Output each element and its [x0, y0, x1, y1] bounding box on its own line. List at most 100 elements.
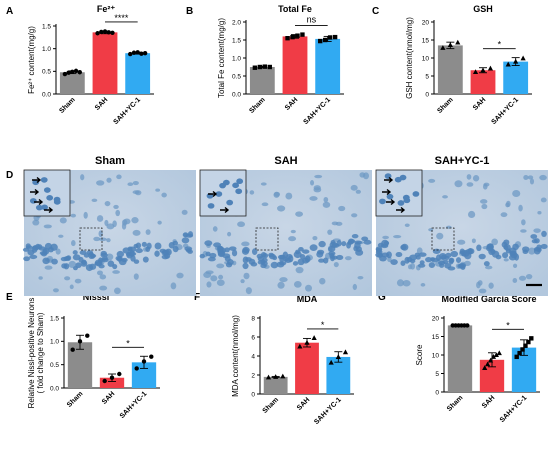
neuron [302, 249, 310, 254]
neuron [115, 255, 123, 261]
neuron [242, 246, 250, 254]
neuron [502, 252, 509, 259]
y-tick-label: 6 [251, 334, 255, 341]
neuron [476, 244, 482, 252]
neuron [533, 247, 541, 252]
x-tick-label: SAH [296, 396, 311, 411]
neuron [286, 253, 293, 259]
x-tick-label: SAH [101, 390, 116, 405]
y-tick-label: 15 [422, 37, 430, 44]
cell [71, 240, 76, 247]
cell [70, 213, 76, 218]
x-tick-label: SAH+YC-1 [499, 394, 529, 424]
neuron [309, 244, 318, 251]
cell [402, 279, 411, 287]
data-point [135, 50, 140, 55]
cell [478, 288, 487, 294]
cell [533, 228, 541, 233]
neuron [204, 240, 213, 246]
data-point [102, 378, 107, 384]
bar-sham [249, 67, 275, 94]
data-point [485, 361, 491, 367]
y-axis-label: MDA content(nmol/mg) [231, 315, 240, 397]
panel-letter: F [194, 292, 200, 303]
bar-sah [99, 377, 125, 388]
inset-neuron [215, 191, 223, 197]
cell [442, 195, 448, 199]
neuron [430, 257, 439, 263]
cell [393, 235, 402, 239]
data-point [311, 335, 317, 340]
data-point [142, 51, 148, 56]
y-tick-label: 0 [251, 391, 255, 398]
data-point [252, 65, 258, 70]
neuron [262, 252, 269, 259]
cell [285, 192, 293, 200]
x-tick-label: SAH [481, 394, 496, 409]
data-point [117, 371, 122, 377]
cell [212, 226, 218, 232]
data-point [290, 34, 295, 40]
neuron [154, 250, 160, 257]
neuron [213, 242, 222, 248]
histology-image-sah: SAH [199, 155, 372, 296]
x-tick-label: SAH+YC-1 [303, 96, 333, 126]
neuron [347, 240, 353, 245]
inset-neuron [236, 178, 244, 185]
bar-sah-yc-1 [125, 53, 151, 94]
arrow-icon [44, 206, 54, 214]
zoom-region-box [79, 227, 103, 251]
cell [52, 288, 59, 293]
neuron [65, 255, 71, 261]
cell [428, 178, 436, 183]
data-point [490, 354, 497, 359]
y-tick-label: 0.5 [232, 73, 241, 80]
bar-sah [295, 342, 319, 394]
chart-panel-G: G Modified Garcia Score Score 0 5 10 15 20 Sham S… [378, 292, 540, 424]
cell [505, 202, 510, 208]
significance-label: ns [307, 15, 317, 25]
chart-panel-C: C GSH GSH content(nmol/mg) 0 5 10 15 20 Sham SAH S… [372, 4, 532, 126]
cell [295, 266, 304, 274]
inset-neuron [46, 195, 54, 201]
cell [132, 180, 139, 186]
data-point [465, 323, 470, 328]
data-point [73, 68, 79, 74]
cell [500, 212, 508, 218]
neuron [318, 240, 326, 248]
cell [457, 239, 466, 245]
arrow-icon [220, 206, 230, 214]
chart-title: Modified Garcia Score [441, 294, 536, 304]
cell [132, 190, 140, 195]
data-point [149, 354, 154, 359]
y-axis-label: GSH content(nmol/mg) [405, 17, 414, 99]
cell [261, 202, 269, 207]
significance-label: * [126, 338, 130, 348]
y-axis-label: Relative Nissl-positive Neurons [27, 298, 36, 409]
neuron [400, 243, 409, 251]
neuron [260, 259, 266, 265]
neuron [135, 248, 143, 254]
neuron [29, 254, 38, 260]
arrow-icon [386, 198, 396, 206]
y-tick-label: 1.5 [50, 315, 59, 322]
y-tick-label: 1.0 [50, 339, 59, 346]
bar-sah [282, 36, 308, 94]
y-tick-label: 0.5 [42, 69, 51, 76]
inset-neuron [232, 182, 240, 189]
data-point [280, 373, 286, 379]
neuron [100, 252, 108, 258]
cell [243, 272, 250, 280]
neuron [268, 252, 275, 258]
data-point [265, 374, 272, 380]
cell [121, 222, 127, 230]
data-point [482, 365, 488, 370]
bar-sham [437, 45, 463, 94]
cell [260, 182, 267, 186]
neuron [72, 254, 81, 261]
neuron [42, 257, 50, 265]
cell [293, 280, 302, 288]
significance-label: * [321, 320, 325, 330]
cell [512, 189, 521, 198]
data-point [328, 359, 334, 365]
